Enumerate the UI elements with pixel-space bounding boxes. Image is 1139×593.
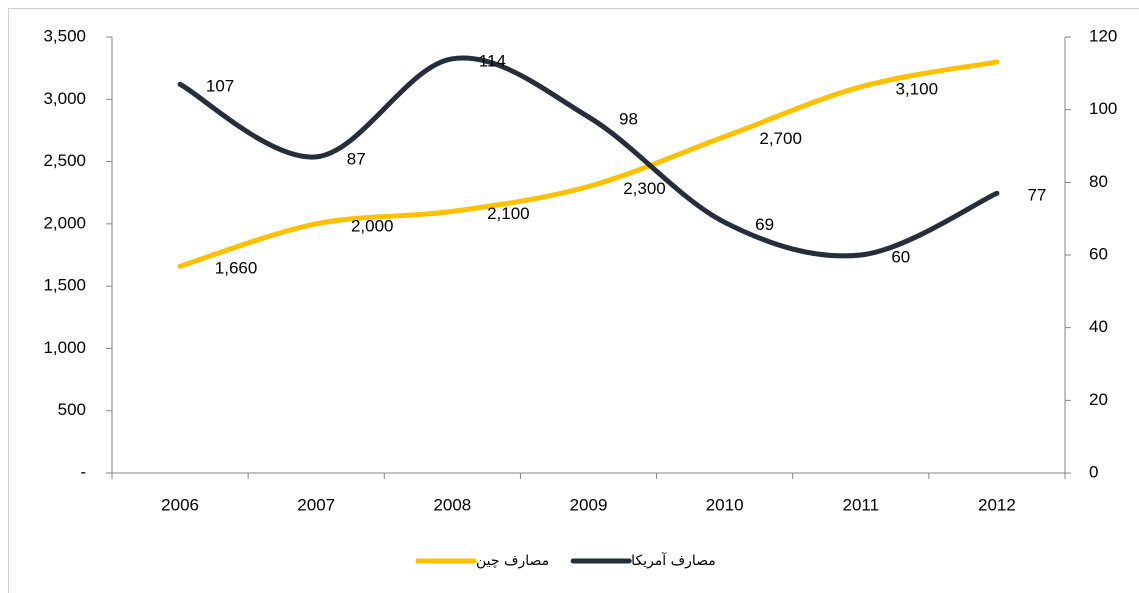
x-tick-label: 2009: [570, 495, 608, 514]
y-tick-label: 500: [58, 400, 86, 419]
data-label: 3,100: [896, 79, 939, 98]
data-label: 2,700: [759, 129, 802, 148]
y-tick-label: -: [80, 462, 86, 481]
x-tick-label: 2010: [706, 495, 744, 514]
x-tick-label: 2011: [843, 495, 880, 514]
y2-tick-label: 60: [1089, 244, 1108, 263]
data-label: 87: [347, 149, 366, 168]
x-tick-label: 2007: [297, 495, 335, 514]
data-label: 69: [755, 215, 774, 234]
data-label: 2,300: [623, 179, 666, 198]
y-tick-label: 3,500: [43, 26, 86, 45]
data-label: 2,100: [487, 204, 530, 223]
y2-tick-label: 120: [1089, 26, 1117, 45]
y-tick-label: 1,500: [43, 276, 86, 295]
line: [177, 55, 1000, 259]
data-label: 114: [479, 51, 506, 70]
legend-label: مصارف آمریکا: [631, 552, 716, 569]
y2-tick-label: 40: [1089, 317, 1108, 336]
data-label: 107: [206, 77, 234, 96]
y2-tick-label: 100: [1089, 99, 1117, 118]
data-label: 1,660: [215, 259, 258, 278]
legend-label: مصارف چین: [476, 553, 549, 569]
y2-tick-label: 20: [1089, 390, 1108, 409]
x-tick-label: 2006: [161, 495, 199, 514]
legend: مصارف چین مصارف آمریکا: [415, 552, 716, 569]
data-label: 98: [619, 109, 638, 128]
x-tick-label: 2008: [433, 495, 471, 514]
data-label: 2,000: [351, 216, 394, 235]
data-label: 77: [1027, 186, 1046, 205]
y-tick-label: 2,000: [43, 213, 86, 232]
line: [177, 59, 1000, 269]
x-tick-label: 2012: [978, 495, 1016, 514]
y-tick-label: 1,000: [43, 338, 86, 357]
y-tick-label: 2,500: [43, 151, 86, 170]
y-tick-label: 3,000: [43, 89, 86, 108]
y2-tick-label: 0: [1089, 462, 1098, 481]
data-label: 60: [891, 247, 910, 266]
y2-tick-label: 80: [1089, 172, 1108, 191]
